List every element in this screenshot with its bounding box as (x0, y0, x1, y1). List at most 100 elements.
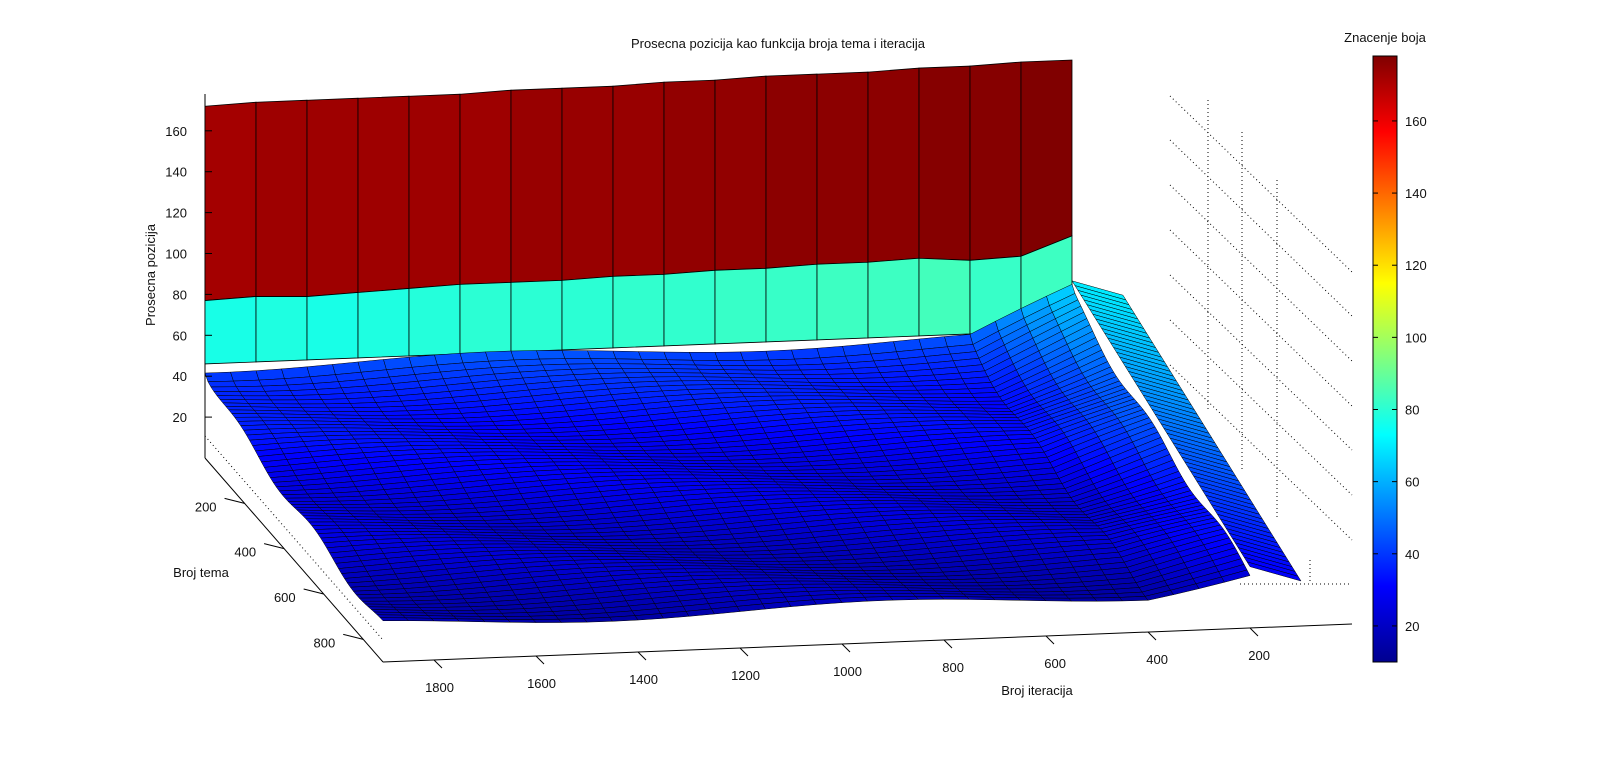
surface-patch (583, 438, 613, 444)
surface-patch (1068, 522, 1099, 527)
surface-patch (994, 420, 1024, 425)
surface-patch (1022, 502, 1052, 506)
surface-patch (991, 596, 1022, 601)
surface-patch (643, 449, 673, 455)
surface-patch (501, 612, 531, 617)
surface-patch-mid (918, 257, 971, 337)
surface-patch (1016, 597, 1047, 602)
surface-patch (905, 406, 936, 411)
surface-patch (837, 494, 868, 498)
surface-patch (458, 441, 489, 446)
colorbar-tick-label: 100 (1405, 330, 1427, 345)
surface-patch (780, 487, 811, 492)
surface-patch (802, 560, 833, 565)
y-axis-title: Broj tema (173, 565, 229, 580)
surface-patch-top (867, 67, 920, 263)
surface-patch (207, 380, 237, 388)
surface-patch (874, 479, 904, 484)
surface-patch (886, 593, 917, 597)
surface-patch (327, 407, 357, 412)
surface-patch (760, 384, 791, 389)
x-tick-label: 800 (942, 660, 964, 675)
surface-patch (876, 482, 907, 487)
surface-patch-top (204, 101, 257, 301)
surface-patch (808, 567, 839, 571)
surface-patch (495, 424, 525, 430)
surface-patch (238, 391, 269, 397)
y-tick-label: 800 (314, 635, 336, 650)
surface-patch (883, 409, 914, 415)
surface-patch (987, 491, 1018, 497)
surface-patch (794, 357, 824, 366)
surface-patch (791, 473, 822, 478)
surface-patch (799, 369, 830, 375)
colorbar-tick-label: 40 (1405, 547, 1419, 562)
z-tick-label: 100 (165, 247, 187, 262)
surface-patch (418, 606, 449, 611)
surface-patch (379, 617, 410, 622)
x-tick-label: 1200 (731, 668, 760, 683)
surface-patch (261, 384, 291, 392)
y-tick-label: 600 (274, 590, 296, 605)
surface-patch (976, 581, 1007, 587)
z-axis-ticks: 20 40 60 80 100 120 140 160 (165, 124, 212, 425)
surface-patch (540, 525, 571, 531)
surface-patch (578, 461, 609, 466)
surface-patch (441, 421, 471, 427)
surface-patch (479, 540, 509, 545)
x-tick-mark (943, 639, 953, 649)
surface-patch (472, 429, 503, 434)
surface-patch (666, 359, 696, 366)
surface-patch (1008, 588, 1038, 593)
surface-patch (621, 556, 652, 560)
surface-patch (1071, 525, 1102, 530)
surface-patch (430, 438, 461, 443)
x-tick-mark (1045, 635, 1055, 645)
surface-patch (490, 448, 520, 453)
surface-patch (521, 454, 552, 459)
surface-patch (401, 434, 432, 439)
surface-patch-mid (765, 263, 818, 343)
surface-patch (550, 458, 580, 463)
surface-patch (600, 535, 631, 540)
surface-patch (510, 350, 540, 361)
surface-patch (741, 574, 771, 579)
surface-patch-mid (867, 257, 920, 339)
surface-patch (635, 468, 666, 472)
surface-patch (409, 414, 440, 420)
surface-patch (805, 563, 836, 568)
surface-patch (834, 566, 864, 571)
surface-patch (834, 382, 864, 387)
surface-patch (387, 600, 417, 605)
surface-patch (768, 358, 798, 366)
surface-patch (962, 492, 992, 497)
surface-patch (965, 495, 995, 500)
surface-patch (546, 532, 577, 537)
surface-patch (372, 510, 403, 515)
surface-patch (646, 453, 676, 458)
x-tick-mark (739, 647, 749, 657)
surface-patch (930, 485, 961, 490)
surface-patch (355, 593, 386, 599)
surface-patch (324, 403, 354, 409)
colorbar-title: Znacenje boja (1344, 30, 1426, 45)
surface-patch (812, 494, 842, 498)
surface-patch (859, 382, 890, 387)
surface-patch (891, 572, 921, 578)
surface-patch (225, 406, 255, 411)
surface-patch (720, 365, 750, 371)
surface-patch (831, 378, 861, 383)
surface-patch (641, 359, 671, 365)
surface-patch (285, 417, 315, 422)
surface-patch (447, 534, 478, 539)
surface-patch (412, 418, 443, 423)
surface-patch (798, 580, 828, 585)
surface-patch (493, 451, 523, 456)
surface-patch-mid (663, 269, 716, 347)
surface-patch (560, 443, 591, 448)
surface-patch (795, 395, 825, 400)
surface-patch (720, 477, 751, 482)
surface-patch (669, 364, 699, 370)
surface-patch (671, 452, 702, 458)
